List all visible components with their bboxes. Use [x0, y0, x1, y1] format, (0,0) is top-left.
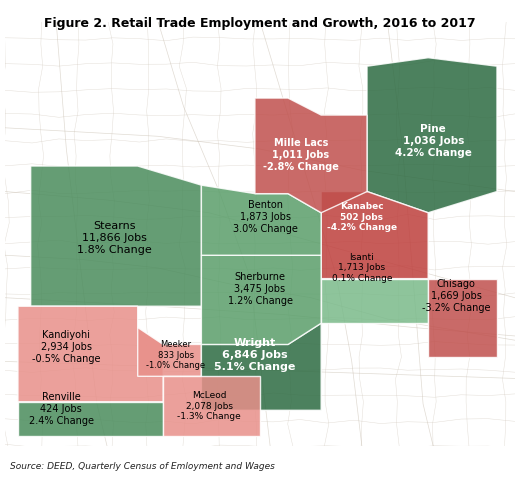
Polygon shape [321, 192, 428, 278]
Polygon shape [201, 185, 321, 255]
Polygon shape [138, 327, 201, 376]
Text: Wright
6,846 Jobs
5.1% Change: Wright 6,846 Jobs 5.1% Change [214, 338, 295, 372]
Text: Figure 2. Retail Trade Employment and Growth, 2016 to 2017: Figure 2. Retail Trade Employment and Gr… [44, 17, 476, 30]
Text: Mille Lacs
1,011 Jobs
-2.8% Change: Mille Lacs 1,011 Jobs -2.8% Change [263, 138, 339, 172]
Text: Stearns
11,866 Jobs
1.8% Change: Stearns 11,866 Jobs 1.8% Change [77, 221, 152, 255]
Text: Benton
1,873 Jobs
3.0% Change: Benton 1,873 Jobs 3.0% Change [232, 200, 297, 234]
Text: Pine
1,036 Jobs
4.2% Change: Pine 1,036 Jobs 4.2% Change [395, 123, 472, 157]
Polygon shape [18, 402, 163, 436]
Text: Chisago
1,669 Jobs
-3.2% Change: Chisago 1,669 Jobs -3.2% Change [422, 278, 490, 312]
Polygon shape [163, 376, 260, 436]
Polygon shape [18, 306, 163, 402]
Text: Sherburne
3,475 Jobs
1.2% Change: Sherburne 3,475 Jobs 1.2% Change [228, 272, 292, 306]
Polygon shape [201, 323, 321, 410]
Text: McLeod
2,078 Jobs
-1.3% Change: McLeod 2,078 Jobs -1.3% Change [177, 391, 241, 421]
Text: Kandiyohi
2,934 Jobs
-0.5% Change: Kandiyohi 2,934 Jobs -0.5% Change [32, 330, 100, 363]
Polygon shape [367, 58, 497, 213]
Polygon shape [321, 278, 428, 323]
Text: Meeker
833 Jobs
-1.0% Change: Meeker 833 Jobs -1.0% Change [146, 340, 205, 370]
Text: Renville
424 Jobs
2.4% Change: Renville 424 Jobs 2.4% Change [29, 392, 94, 426]
Polygon shape [201, 255, 321, 345]
Polygon shape [31, 166, 201, 306]
Polygon shape [428, 278, 497, 357]
Polygon shape [255, 98, 367, 213]
Text: Kanabec
502 Jobs
-4.2% Change: Kanabec 502 Jobs -4.2% Change [327, 202, 397, 232]
Text: Isanti
1,713 Jobs
0.1% Change: Isanti 1,713 Jobs 0.1% Change [332, 253, 392, 283]
Text: Source: DEED, Quarterly Census of Emloyment and Wages: Source: DEED, Quarterly Census of Emloym… [10, 462, 275, 471]
